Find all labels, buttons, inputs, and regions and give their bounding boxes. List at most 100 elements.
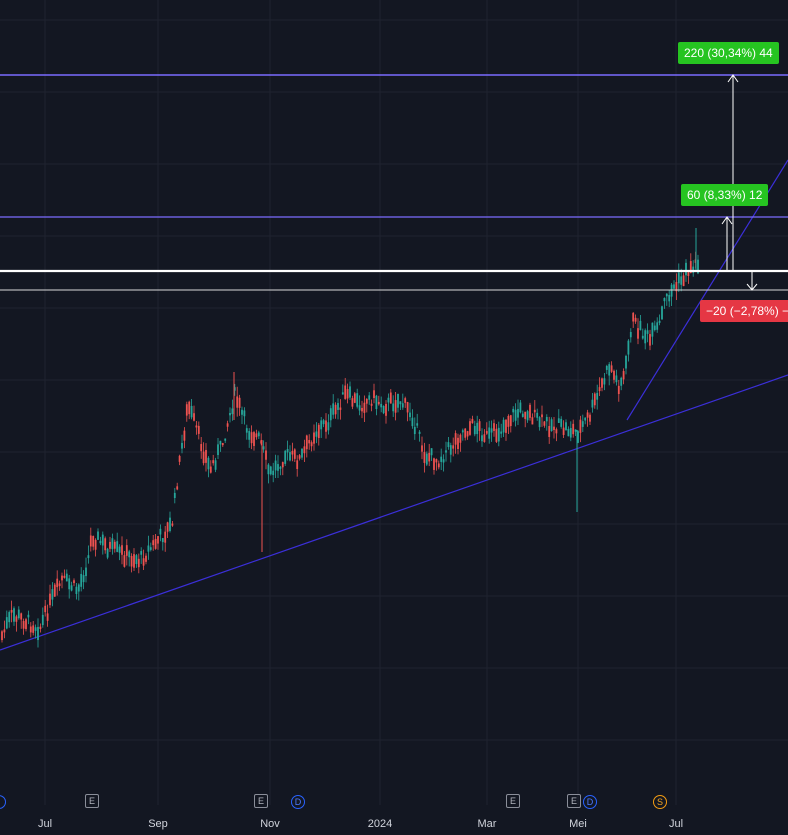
candle-body (104, 538, 107, 551)
x-tick-label: Sep (148, 818, 168, 830)
candle-body (183, 430, 186, 441)
candle-body (205, 449, 207, 463)
candle-body (356, 393, 359, 407)
candle-body (308, 440, 311, 444)
candle-body (629, 331, 632, 338)
candle-body (238, 397, 241, 408)
candle-body (293, 449, 296, 459)
candle-body (44, 605, 47, 613)
candle-body (593, 393, 596, 406)
earnings-event-icon[interactable]: E (254, 794, 268, 808)
stop-loss-label[interactable]: −20 (−2,78%) − (700, 300, 788, 322)
candle-body (339, 407, 342, 410)
candle-body (416, 423, 419, 426)
candle-body (169, 517, 171, 532)
candle-body (596, 392, 599, 400)
candle-body (375, 395, 378, 410)
candle-body (77, 584, 80, 592)
candle-body (353, 393, 356, 403)
earnings-event-icon[interactable]: E (567, 794, 581, 808)
candle-body (394, 400, 397, 413)
candle-body (653, 325, 656, 331)
candle-body (615, 375, 618, 383)
candle-body (178, 455, 181, 462)
candle-body (473, 425, 476, 435)
candle-body (452, 445, 455, 449)
candle-body (85, 567, 87, 577)
candle-body (524, 411, 527, 419)
candle-body (601, 378, 603, 388)
candle-body (25, 619, 27, 630)
candle-body (541, 414, 543, 418)
candle-body (466, 431, 469, 437)
target-2-label[interactable]: 220 (30,34%) 44 (678, 42, 779, 64)
candle-body (17, 609, 20, 619)
candle-body (337, 403, 339, 410)
candle-body (351, 398, 354, 407)
earnings-event-icon[interactable]: E (506, 794, 520, 808)
candle-body (670, 284, 673, 297)
candle-body (651, 322, 654, 337)
candle-body (370, 403, 373, 406)
candle-body (137, 558, 140, 568)
x-tick-label: 2024 (367, 818, 393, 830)
candle-body (97, 531, 99, 540)
candle-body (125, 545, 128, 556)
candle-body (447, 442, 450, 448)
candle-body (39, 626, 42, 629)
candle-body (493, 423, 495, 431)
candle-body (109, 541, 111, 549)
candle-body (519, 402, 522, 413)
candle-body (682, 275, 685, 287)
candle-body (567, 428, 570, 437)
candle-body (212, 460, 215, 464)
candle-body (430, 448, 433, 456)
candle-body (685, 262, 687, 276)
candle-body (185, 404, 188, 416)
dividend-event-icon[interactable]: D (291, 795, 305, 809)
candle-body (495, 428, 498, 442)
candle-body (1, 631, 3, 641)
candle-body (176, 486, 179, 490)
candle-body (34, 627, 37, 631)
candle-body (135, 555, 138, 564)
candle-body (401, 403, 404, 408)
candle-body (557, 418, 560, 423)
earnings-event-icon[interactable]: E (85, 794, 99, 808)
candle-body (445, 450, 447, 453)
dividend-event-icon[interactable]: D (583, 795, 597, 809)
candle-body (632, 312, 635, 322)
candle-body (332, 403, 335, 415)
candle-body (641, 335, 644, 339)
candle-body (665, 293, 668, 297)
candle-body (577, 431, 579, 443)
target-1-label[interactable]: 60 (8,33%) 12 (681, 184, 769, 206)
candle-body (605, 365, 608, 370)
candle-body (123, 555, 126, 567)
candle-body (142, 558, 145, 566)
candle-body (411, 417, 414, 427)
candle-body (483, 434, 486, 442)
candle-body (188, 401, 191, 415)
candle-body (589, 414, 591, 422)
candle-body (243, 410, 246, 417)
candle-body (565, 422, 567, 431)
candle-body (46, 613, 49, 621)
candle-body (392, 403, 395, 412)
candle-body (389, 392, 392, 404)
split-event-icon[interactable]: S (653, 795, 667, 809)
arrow-head-icon (727, 74, 739, 83)
candle-body (284, 450, 287, 464)
candle-body (221, 443, 224, 446)
candle-body (397, 393, 399, 408)
candle-body (147, 545, 150, 552)
candle-body (579, 419, 582, 433)
candle-body (111, 538, 114, 550)
candle-body (140, 551, 143, 555)
candle-body (488, 427, 491, 439)
candle-body (217, 444, 219, 456)
candle-body (634, 317, 637, 322)
candle-body (29, 626, 32, 633)
candle-body (625, 355, 627, 369)
